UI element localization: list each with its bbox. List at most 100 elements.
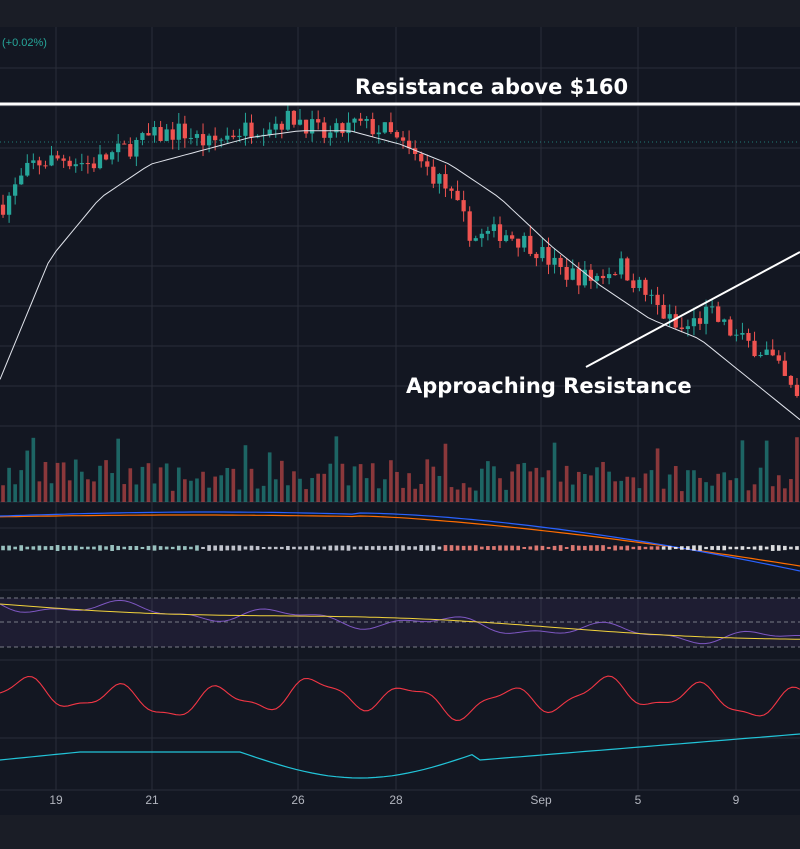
macd-hist-119: [722, 545, 727, 551]
volume-bar-21: [128, 468, 133, 502]
approaching-label: Approaching Resistance: [406, 374, 692, 398]
macd-hist-111: [673, 546, 678, 550]
candle-body: [358, 118, 363, 121]
candle-body: [419, 153, 424, 162]
volume-bar-104: [631, 477, 636, 502]
candle-body: [510, 235, 515, 239]
macd-hist-100: [607, 546, 611, 550]
candle-86: [522, 232, 527, 252]
candle-body: [316, 119, 321, 123]
volume-bar-65: [395, 471, 399, 502]
volume-bar-13: [80, 471, 84, 502]
volume-bar-17: [104, 460, 108, 502]
volume-bar-41: [249, 468, 254, 502]
candle-body: [467, 211, 472, 241]
macd-hist-62: [376, 545, 381, 551]
candle-57: [346, 112, 351, 142]
candle-body: [340, 123, 345, 134]
candle-117: [710, 300, 715, 314]
x-tick-label-5: 5: [635, 793, 642, 807]
candle-body: [782, 360, 787, 376]
candle-84: [510, 231, 515, 241]
candle-107: [649, 289, 654, 305]
volume-bar-68: [413, 488, 417, 502]
candle-body: [528, 235, 533, 254]
volume-bar-108: [655, 448, 660, 502]
candle-15: [91, 157, 97, 172]
volume-bar-23: [140, 466, 145, 502]
macd-hist-97: [589, 545, 593, 551]
candle-body: [497, 224, 503, 241]
volume-bar-36: [219, 475, 224, 502]
candle-10: [61, 154, 66, 168]
candle-93: [564, 257, 569, 287]
macd-hist-114: [692, 545, 696, 551]
volume-bar-70: [425, 459, 430, 502]
candle-body: [219, 139, 224, 141]
volume-bar-115: [698, 477, 702, 502]
candle-46: [279, 121, 284, 139]
macd-hist-23: [140, 546, 145, 550]
macd-hist-38: [231, 545, 236, 551]
macd-hist-42: [255, 546, 260, 550]
macd-hist-72: [437, 546, 442, 550]
candle-99: [600, 269, 606, 285]
volume-bar-78: [473, 490, 478, 502]
candle-body: [31, 160, 36, 163]
candle-body: [558, 257, 563, 267]
candle-75: [455, 180, 460, 201]
x-tick-label-1: 21: [145, 793, 159, 807]
volume-bar-62: [376, 488, 381, 502]
volume-bar-27: [164, 463, 169, 502]
macd-hist-44: [267, 546, 272, 550]
candle-body: [25, 162, 30, 176]
volume-bar-51: [310, 478, 314, 502]
macd-hist-59: [358, 546, 363, 550]
candle-89: [540, 238, 545, 262]
candles: [0, 105, 800, 398]
candle-81: [491, 216, 497, 238]
volume-bar-87: [528, 471, 533, 502]
candle-5: [31, 153, 36, 170]
candle-body: [788, 375, 794, 385]
macd-hist-115: [698, 545, 702, 551]
macd-hist-61: [370, 546, 375, 550]
macd-hist-18: [110, 545, 114, 551]
macd-hist-108: [655, 546, 660, 550]
candle-115: [697, 311, 703, 330]
candle-7: [43, 160, 48, 169]
volume-bar-122: [740, 440, 745, 502]
candle-body: [291, 110, 297, 125]
candle-body: [485, 230, 490, 234]
volume-bar-69: [419, 483, 424, 502]
candle-body: [122, 143, 127, 145]
macd-hist-121: [734, 546, 739, 550]
macd-hist-127: [770, 545, 775, 551]
volume-bar-57: [346, 485, 351, 502]
volume-bar-12: [73, 459, 78, 502]
candle-51: [310, 110, 315, 142]
volume-bar-119: [722, 472, 727, 502]
macd-hist-46: [280, 546, 284, 550]
volume-bar-42: [255, 488, 260, 502]
candle-125: [758, 352, 763, 358]
macd-hist-2: [13, 546, 17, 550]
candle-37: [225, 127, 230, 144]
candle-73: [443, 164, 448, 198]
candle-32: [194, 130, 200, 146]
candle-body: [703, 306, 709, 324]
candle-body: [297, 119, 303, 125]
macd-hist-109: [661, 546, 666, 550]
candle-88: [534, 252, 539, 267]
volume-bar-93: [564, 465, 569, 502]
candle-53: [322, 117, 327, 144]
candle-61: [370, 112, 375, 137]
volume-bar-107: [649, 470, 654, 502]
candle-77: [467, 206, 472, 247]
macd-hist-37: [225, 545, 230, 551]
volume-bar-72: [437, 475, 442, 502]
candle-body: [376, 132, 381, 135]
candle-124: [752, 331, 757, 358]
volume-bar-109: [661, 488, 666, 502]
